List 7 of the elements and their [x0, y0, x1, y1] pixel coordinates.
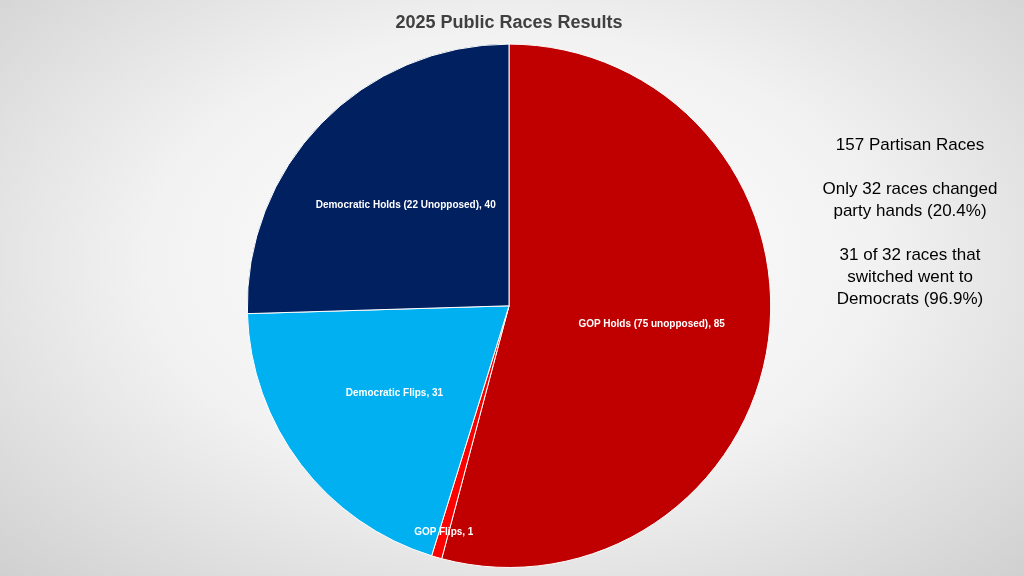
slice-label: GOP Holds (75 unopposed), 85 — [578, 318, 726, 330]
text: Only 32 races changed party hands (20.4%) — [821, 178, 999, 222]
text: 31 of 32 races that switched went to Democrats (96.9%) — [835, 244, 985, 310]
slice-label: Democratic Holds (22 Unopposed), 40 — [315, 199, 497, 211]
chart-title: 2025 Public Races Results — [395, 11, 623, 32]
slice-label: Democratic Flips, 31 — [345, 386, 444, 398]
text: 157 Partisan Races — [834, 134, 986, 156]
